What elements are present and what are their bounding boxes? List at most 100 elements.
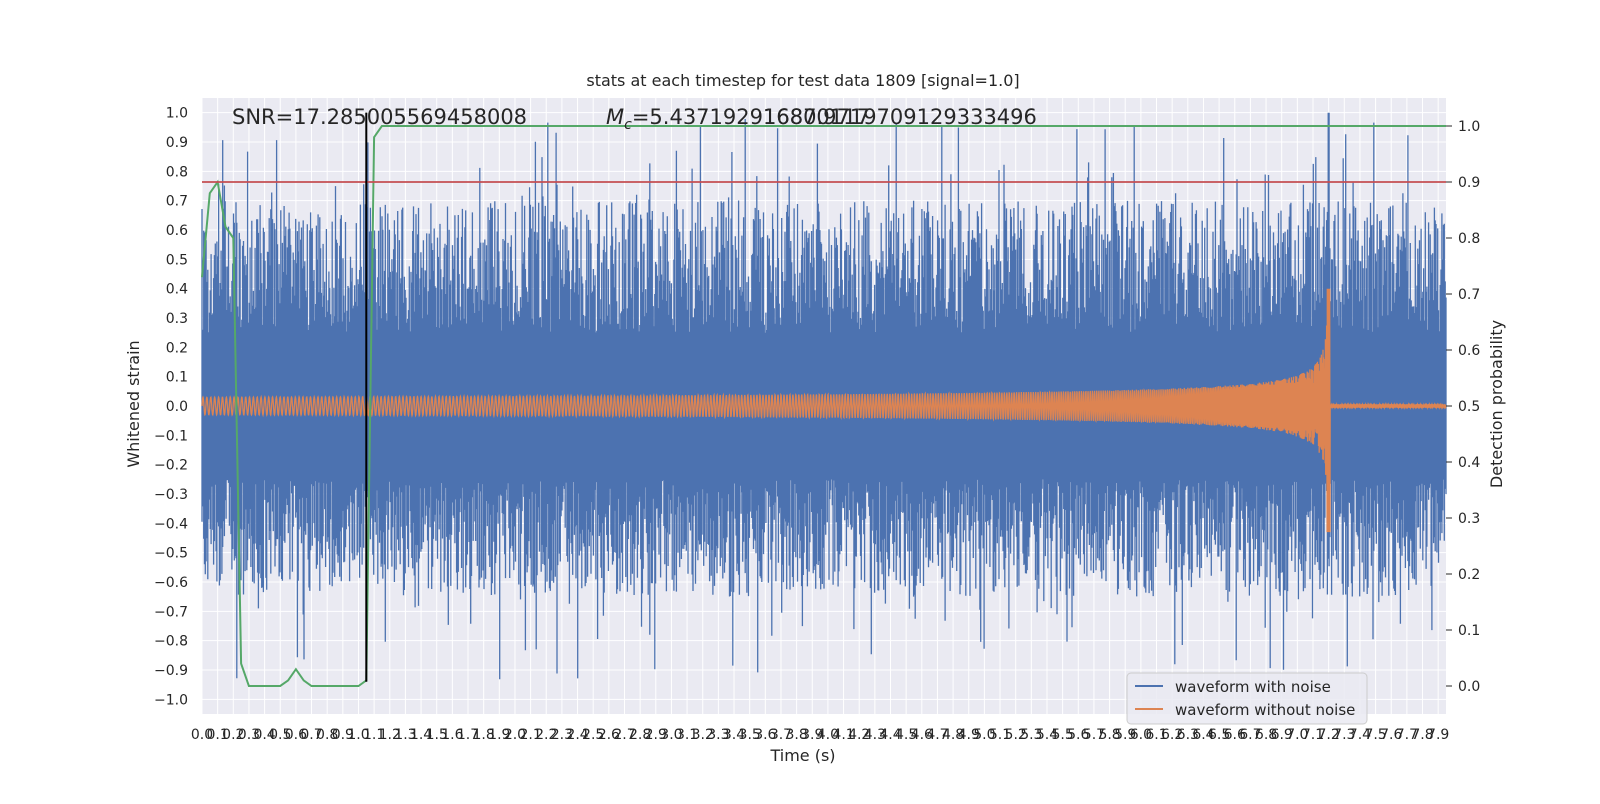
x-tick-label: 6.3 xyxy=(1177,727,1199,743)
y-tick-label-left: −0.3 xyxy=(154,487,188,503)
x-tick-label: 2.3 xyxy=(551,727,573,743)
x-tick-label: 2.5 xyxy=(582,727,604,743)
chirp-mass-value: =5.437192916870117 xyxy=(632,105,870,129)
x-tick-label: 0.6 xyxy=(285,727,307,743)
y-tick-label-left: −0.6 xyxy=(154,575,188,591)
x-tick-label: 5.9 xyxy=(1114,727,1136,743)
x-tick-label: 0.8 xyxy=(316,727,338,743)
x-tick-label: 3.4 xyxy=(723,727,745,743)
x-tick-label: 5.7 xyxy=(1083,727,1105,743)
y-tick-label-right: 0.0 xyxy=(1458,679,1480,695)
x-tick-label: 6.5 xyxy=(1208,727,1230,743)
x-tick-label: 0.5 xyxy=(269,727,291,743)
y-tick-label-right: 0.5 xyxy=(1458,399,1480,415)
y-tick-label-left: 0.3 xyxy=(166,311,188,327)
x-tick-label: 1.3 xyxy=(394,727,416,743)
y-axis-left-label: Whitened strain xyxy=(124,340,143,467)
clean-waveform-path xyxy=(201,288,1447,533)
probability-path xyxy=(201,125,1446,687)
y-tick-label-right: 1.0 xyxy=(1458,119,1480,135)
x-tick-label: 1.2 xyxy=(379,727,401,743)
x-tick-label: 4.9 xyxy=(958,727,980,743)
y-tick-label-left: −0.9 xyxy=(154,663,188,679)
x-tick-label: 1.1 xyxy=(363,727,385,743)
y-axis-right-label: Detection probability xyxy=(1487,320,1506,488)
x-tick-label: 0.1 xyxy=(207,727,229,743)
x-tick-label: 1.4 xyxy=(410,727,432,743)
x-tick-label: 4.1 xyxy=(832,727,854,743)
y-tick-label-left: 0.1 xyxy=(166,370,188,386)
x-tick-label: 6.1 xyxy=(1145,727,1167,743)
y-tick-label-left: 0.6 xyxy=(166,223,188,239)
x-tick-label: 2.8 xyxy=(629,727,651,743)
y-tick-label-left: 0.5 xyxy=(166,252,188,268)
x-tick-label: 0.4 xyxy=(253,727,275,743)
y-tick-label-left: 0.2 xyxy=(166,340,188,356)
y-tick-label-left: −0.1 xyxy=(154,428,188,444)
x-tick-label: 5.8 xyxy=(1098,727,1120,743)
y-tick-label-left: 0.7 xyxy=(166,194,188,210)
x-tick-label: 3.3 xyxy=(707,727,729,743)
y-tick-label-right: 0.1 xyxy=(1458,623,1480,639)
x-tick-label: 3.1 xyxy=(676,727,698,743)
x-tick-label: 2.4 xyxy=(566,727,588,743)
y-tick-label-right: 0.2 xyxy=(1458,567,1480,583)
snr-annotation: SNR=17.285005569458008 xyxy=(232,105,527,129)
x-tick-label: 5.1 xyxy=(989,727,1011,743)
x-tick-label: 4.5 xyxy=(895,727,917,743)
y-tick-label-left: −1.0 xyxy=(154,692,188,708)
overlapping-annotation: 1680.9719709129333496 xyxy=(763,105,1037,129)
x-tick-label: 1.7 xyxy=(457,727,479,743)
x-tick-label: 5.6 xyxy=(1067,727,1089,743)
x-tick-label: 2.7 xyxy=(613,727,635,743)
x-tick-label: 1.8 xyxy=(473,727,495,743)
x-tick-label: 7.2 xyxy=(1318,727,1340,743)
x-tick-label: 3.9 xyxy=(801,727,823,743)
x-tick-label: 4.3 xyxy=(864,727,886,743)
x-tick-label: 6.9 xyxy=(1271,727,1293,743)
y-tick-label-left: −0.7 xyxy=(154,604,188,620)
x-tick-label: 5.0 xyxy=(973,727,995,743)
x-tick-label: 4.7 xyxy=(926,727,948,743)
x-tick-label: 0.2 xyxy=(222,727,244,743)
y-tick-label-right: 0.4 xyxy=(1458,455,1480,471)
x-tick-label: 7.4 xyxy=(1349,727,1371,743)
x-tick-label: 6.8 xyxy=(1255,727,1277,743)
x-tick-label: 1.0 xyxy=(347,727,369,743)
x-tick-label: 0.9 xyxy=(332,727,354,743)
series-waveform-without-noise xyxy=(201,288,1447,533)
x-tick-label: 4.0 xyxy=(817,727,839,743)
x-tick-label: 6.0 xyxy=(1130,727,1152,743)
legend-label-clean: waveform without noise xyxy=(1175,701,1355,719)
x-tick-label: 3.8 xyxy=(785,727,807,743)
x-tick-label: 2.9 xyxy=(645,727,667,743)
x-tick-label: 5.3 xyxy=(1020,727,1042,743)
x-tick-label: 3.2 xyxy=(692,727,714,743)
legend: waveform with noise waveform without noi… xyxy=(1126,672,1368,725)
x-tick-label: 7.0 xyxy=(1286,727,1308,743)
x-tick-label: 4.6 xyxy=(911,727,933,743)
x-tick-label: 5.2 xyxy=(1005,727,1027,743)
x-tick-label: 7.6 xyxy=(1380,727,1402,743)
x-tick-label: 6.4 xyxy=(1192,727,1214,743)
y-tick-label-right: 0.7 xyxy=(1458,287,1480,303)
x-tick-label: 1.9 xyxy=(488,727,510,743)
x-tick-label: 2.1 xyxy=(519,727,541,743)
x-axis-label: Time (s) xyxy=(769,746,835,765)
chirp-mass-symbol: M xyxy=(606,105,624,129)
y-tick-label-left: 0.9 xyxy=(166,135,188,151)
x-tick-label: 3.7 xyxy=(770,727,792,743)
chirp-mass-subscript: c xyxy=(624,117,632,133)
x-tick-label: 3.6 xyxy=(754,727,776,743)
y-tick-label-left: −0.8 xyxy=(154,634,188,650)
x-tick-label: 4.4 xyxy=(879,727,901,743)
y-tick-label-left: −0.2 xyxy=(154,458,188,474)
x-tick-label: 3.0 xyxy=(660,727,682,743)
ticks: 0.00.10.20.30.40.50.60.70.80.91.01.11.21… xyxy=(154,106,1480,743)
x-tick-label: 7.5 xyxy=(1364,727,1386,743)
x-tick-label: 5.4 xyxy=(1036,727,1058,743)
legend-box xyxy=(1126,672,1368,725)
series-detection-probability xyxy=(201,125,1446,687)
